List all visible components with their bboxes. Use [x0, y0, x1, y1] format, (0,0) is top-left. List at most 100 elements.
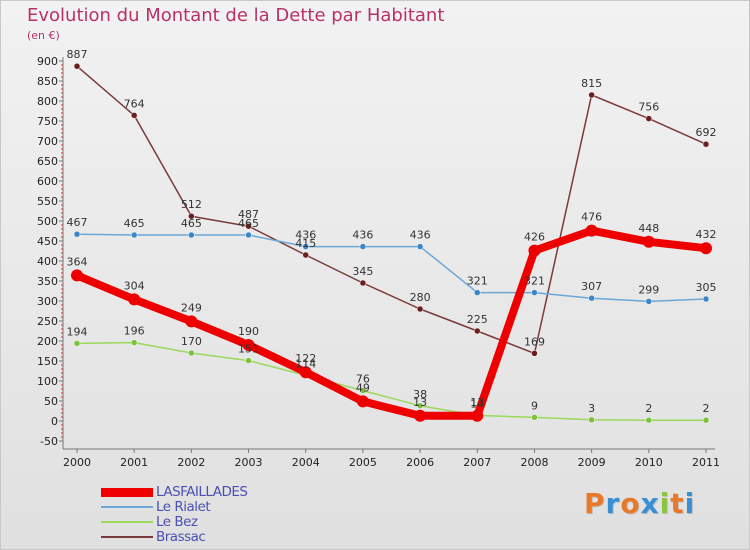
data-label: 249 [181, 301, 202, 314]
data-point [588, 91, 595, 99]
series-line-le-bez [76, 341, 707, 421]
data-label: 305 [696, 281, 717, 294]
data-point [356, 395, 369, 408]
y-tick-label: 600 [37, 175, 58, 188]
data-label: 38 [413, 388, 427, 401]
data-label: 9 [531, 399, 538, 412]
y-tick-label: 100 [37, 375, 58, 388]
legend-swatch [101, 521, 153, 523]
data-point [702, 140, 710, 148]
y-tick-label: 400 [37, 255, 58, 268]
proxiti-logo: Proxiti [584, 487, 695, 520]
chart-title: Evolution du Montant de la Dette par Hab… [27, 5, 445, 26]
y-tick-label: 200 [37, 335, 58, 348]
data-point [130, 231, 138, 239]
data-label: 432 [696, 228, 717, 241]
logo-letter: o [620, 487, 641, 520]
data-label: 815 [581, 77, 602, 90]
x-tick-label: 2007 [463, 456, 491, 469]
data-point [474, 289, 481, 296]
data-point [700, 242, 712, 255]
data-label: 169 [524, 335, 545, 348]
data-label: 465 [238, 217, 259, 230]
logo-letter: r [605, 487, 621, 520]
data-label: 114 [295, 357, 316, 370]
data-label: 321 [467, 275, 488, 288]
x-tick-label: 2008 [520, 456, 548, 469]
data-point [73, 340, 81, 347]
data-label: 196 [124, 325, 145, 338]
data-label: 76 [356, 373, 370, 386]
legend-swatch [101, 506, 153, 508]
x-tick-label: 2009 [578, 456, 606, 469]
data-label: 2 [645, 402, 652, 415]
data-point [471, 409, 484, 422]
legend-label: Le Bez [156, 514, 198, 530]
data-label: 436 [410, 229, 431, 242]
axes: -50 0 50 100 150 200 250 300 350 400 450 500 550 600 6… [37, 55, 720, 469]
chart-unit: (en €) [27, 29, 60, 42]
data-label: 426 [524, 231, 545, 244]
data-label: 151 [238, 343, 259, 356]
data-point [242, 339, 255, 351]
y-tick-label: 0 [51, 415, 58, 428]
data-label: 194 [67, 325, 88, 338]
data-label: 307 [581, 280, 602, 293]
data-point [645, 416, 653, 424]
data-point [71, 269, 83, 282]
data-label: 170 [181, 335, 202, 348]
y-tick-label: 800 [37, 95, 58, 108]
data-label: 476 [581, 211, 602, 224]
data-label: 14 [470, 397, 484, 410]
legend-label: Le Rialet [156, 499, 211, 515]
data-point [245, 357, 252, 364]
y-tick-label: 500 [37, 215, 58, 228]
data-point [645, 115, 653, 122]
legend-swatch [101, 536, 153, 538]
data-point [531, 414, 538, 421]
legend-swatch [101, 487, 153, 497]
data-label: 448 [638, 222, 659, 235]
data-label: 465 [124, 217, 145, 230]
x-tick-label: 2003 [235, 456, 263, 469]
data-label: 13 [413, 396, 427, 409]
data-label: 321 [524, 275, 545, 288]
data-point [474, 327, 481, 335]
legend-label: LASFAILLADES [156, 484, 248, 500]
x-tick-label: 2001 [120, 456, 148, 469]
data-label: 436 [352, 229, 373, 242]
data-point [302, 251, 309, 259]
data-point [645, 298, 653, 305]
y-tick-label: 300 [37, 295, 58, 308]
data-label: 345 [352, 265, 373, 278]
y-tick-label: 550 [37, 195, 58, 208]
data-point [359, 279, 367, 287]
data-label: 299 [638, 283, 659, 296]
y-tick-label: 850 [37, 75, 58, 88]
logo-letter: i [684, 487, 696, 520]
data-point [73, 62, 81, 70]
data-point [702, 416, 710, 424]
data-point [245, 222, 252, 230]
data-point [416, 305, 424, 313]
data-point [299, 366, 312, 379]
y-tick-label: 350 [37, 275, 58, 288]
logo-letter: P [584, 487, 606, 520]
series-line-brassac [76, 65, 707, 355]
data-label: 465 [181, 217, 202, 230]
x-tick-label: 2010 [635, 456, 663, 469]
data-point [531, 350, 538, 357]
data-point [414, 409, 427, 422]
y-tick-label: 450 [37, 235, 58, 248]
y-tick-label: 650 [37, 155, 58, 168]
data-point [588, 294, 595, 302]
data-point [416, 243, 424, 250]
data-point [588, 416, 595, 424]
data-label: 3 [588, 402, 595, 415]
x-tick-label: 2000 [63, 456, 91, 469]
data-point [188, 231, 195, 239]
data-point [416, 402, 424, 410]
y-tick-label: 250 [37, 315, 58, 328]
data-point [73, 230, 81, 238]
